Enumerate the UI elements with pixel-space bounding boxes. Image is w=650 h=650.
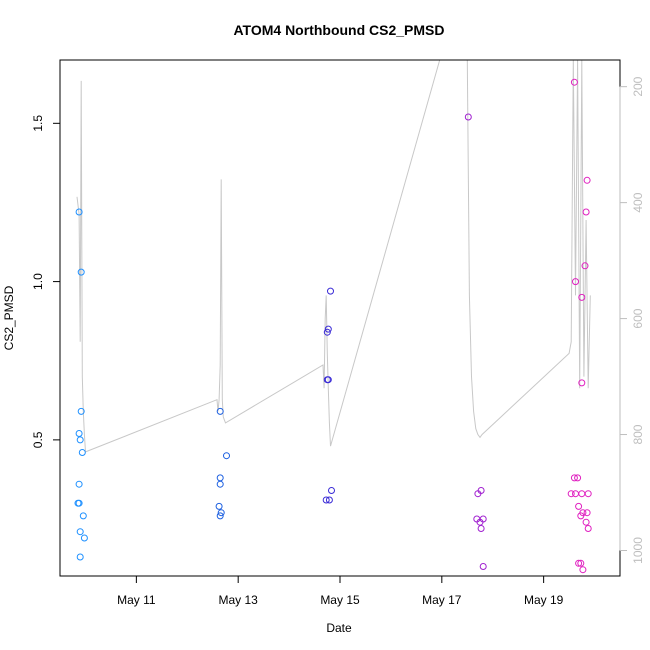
- data-point: [570, 78, 578, 86]
- data-point: [584, 490, 592, 498]
- data-point: [575, 559, 583, 567]
- data-point: [477, 487, 485, 494]
- points-layer: [74, 78, 592, 574]
- data-point: [464, 113, 472, 121]
- data-point: [578, 379, 586, 387]
- right-y-axis: 200 400 600 800 1000: [619, 76, 645, 564]
- data-point: [582, 518, 590, 526]
- data-point: [77, 268, 85, 276]
- series-line: [76, 60, 591, 453]
- data-point: [78, 449, 86, 456]
- data-point: [327, 287, 334, 295]
- data-point: [584, 525, 592, 532]
- data-point: [577, 559, 585, 567]
- data-point: [322, 496, 330, 504]
- y-tick-label: 1.0: [31, 273, 45, 290]
- data-point: [216, 480, 224, 488]
- data-point: [581, 262, 589, 270]
- x-axis: May 11 May 13 May 15 May 17 May 19: [117, 575, 564, 607]
- data-point: [323, 328, 331, 336]
- chart-title: ATOM4 Northbound CS2_PMSD: [233, 22, 444, 38]
- data-point: [75, 430, 83, 437]
- data-point: [570, 474, 578, 482]
- data-point: [583, 176, 591, 184]
- data-point: [76, 528, 84, 536]
- x-tick-label: May 17: [422, 593, 462, 607]
- data-point: [216, 407, 224, 415]
- data-point: [324, 325, 332, 333]
- data-point: [583, 509, 591, 517]
- y-axis-label: CS2_PMSD: [2, 285, 16, 350]
- data-point: [577, 512, 585, 520]
- data-point: [75, 208, 83, 216]
- right-y-tick-label: 1000: [631, 537, 645, 564]
- data-point: [328, 487, 335, 494]
- data-point: [578, 293, 586, 301]
- line-series-layer: [76, 60, 591, 453]
- right-y-tick-label: 800: [631, 424, 645, 444]
- x-tick-label: May 11: [117, 593, 156, 607]
- data-point: [215, 502, 223, 510]
- data-point: [479, 515, 487, 523]
- data-point: [574, 474, 582, 482]
- x-tick-label: May 19: [524, 593, 564, 607]
- data-point: [217, 509, 225, 517]
- data-point: [323, 376, 331, 384]
- data-point: [575, 502, 583, 510]
- data-point: [80, 534, 88, 542]
- right-y-tick-label: 400: [631, 192, 645, 212]
- data-point: [77, 407, 85, 415]
- data-point: [76, 436, 84, 444]
- y-axis: 0.5 1.0 1.5: [31, 115, 61, 448]
- data-point: [582, 208, 590, 216]
- data-point: [567, 490, 575, 498]
- data-point: [572, 278, 579, 286]
- data-point: [479, 563, 487, 570]
- right-y-tick-label: 200: [631, 76, 645, 96]
- data-point: [325, 496, 333, 504]
- data-point: [74, 499, 82, 507]
- y-tick-label: 0.5: [31, 431, 45, 448]
- y-tick-label: 1.5: [31, 115, 45, 132]
- right-y-tick-label: 600: [631, 308, 645, 328]
- data-point: [216, 512, 224, 520]
- x-axis-label: Date: [326, 621, 352, 635]
- data-point: [579, 566, 587, 574]
- data-point: [75, 480, 83, 488]
- data-point: [79, 512, 87, 520]
- x-tick-label: May 15: [320, 593, 360, 607]
- data-point: [223, 452, 230, 460]
- x-tick-label: May 13: [219, 593, 259, 607]
- data-point: [477, 525, 485, 532]
- data-point: [76, 553, 84, 561]
